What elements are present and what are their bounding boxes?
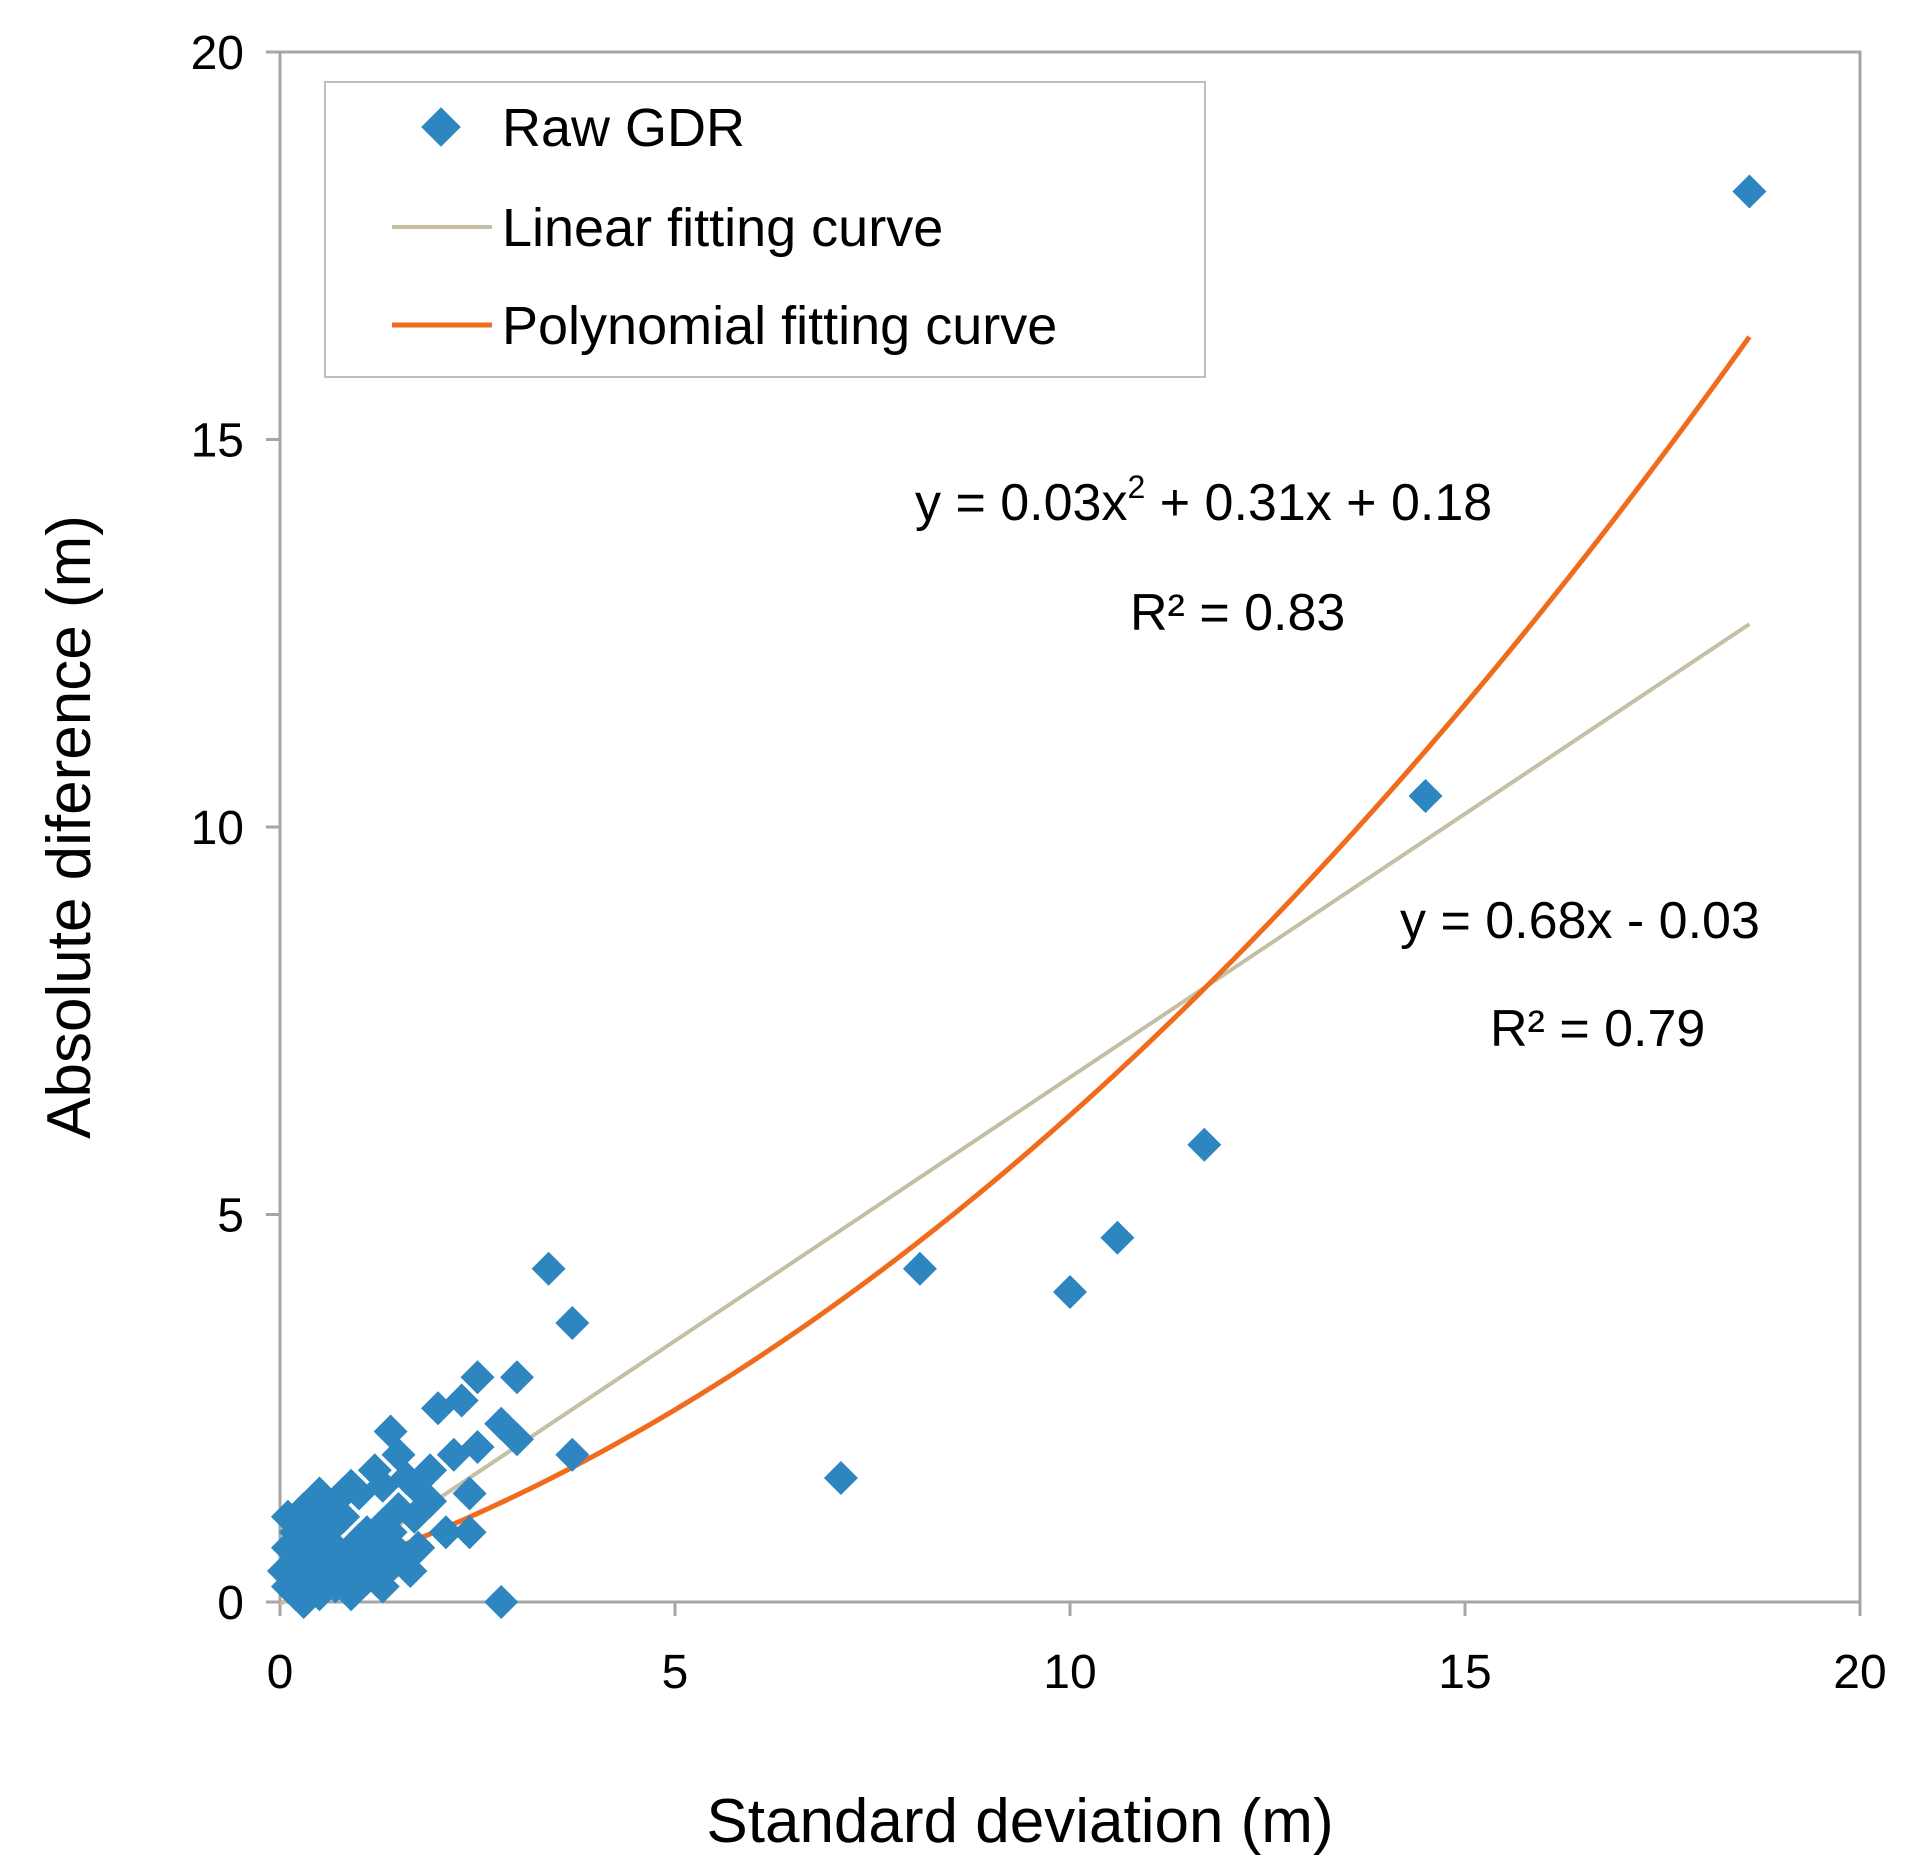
- data-point: [302, 1515, 337, 1550]
- y-tick-label: 20: [191, 27, 244, 80]
- data-point: [1732, 174, 1767, 209]
- legend-label-raw-gdr: Raw GDR: [502, 98, 745, 158]
- data-point: [1187, 1127, 1222, 1162]
- polynomial-equation-suffix: + 0.31x + 0.18: [1145, 474, 1492, 532]
- data-point: [555, 1306, 590, 1340]
- legend-box: [324, 81, 1206, 378]
- data-point: [413, 1484, 448, 1519]
- data-point: [452, 1515, 487, 1550]
- data-point: [531, 1251, 566, 1286]
- data-point: [270, 1569, 305, 1604]
- y-tick-label: 15: [191, 415, 244, 468]
- legend-label-linear: Linear fitting curve: [502, 198, 943, 258]
- y-tick-label: 5: [217, 1190, 244, 1243]
- data-point: [555, 1437, 590, 1472]
- data-point: [500, 1422, 534, 1457]
- data-point: [421, 1391, 455, 1426]
- raw-gdr-points: [266, 174, 1767, 1619]
- data-point: [401, 1530, 436, 1565]
- data-point: [460, 1360, 495, 1395]
- data-point: [1408, 779, 1443, 813]
- y-axis-title: Absolute diference (m): [35, 515, 104, 1139]
- x-tick-label: 15: [1438, 1646, 1491, 1699]
- legend-label-polynomial: Polynomial fitting curve: [502, 296, 1057, 356]
- polynomial-r2: R² = 0.83: [1130, 584, 1345, 642]
- data-point: [357, 1453, 392, 1488]
- x-tick-label: 20: [1833, 1646, 1886, 1699]
- data-point: [326, 1546, 361, 1581]
- x-tick-label: 5: [662, 1646, 689, 1699]
- data-point: [1100, 1220, 1135, 1255]
- data-point: [1053, 1275, 1087, 1309]
- x-tick-label: 10: [1043, 1646, 1096, 1699]
- linear-fit-line: [278, 622, 1751, 1606]
- data-point: [902, 1251, 937, 1286]
- y-tick-label: 0: [217, 1577, 244, 1630]
- data-point: [500, 1360, 534, 1395]
- x-axis-title: Standard deviation (m): [706, 1787, 1333, 1856]
- polynomial-equation-exponent: 2: [1127, 469, 1145, 505]
- polynomial-equation: y = 0.03x2 + 0.31x + 0.18: [915, 469, 1492, 532]
- data-point: [373, 1515, 408, 1550]
- data-point: [823, 1461, 858, 1495]
- x-tick-label: 0: [267, 1646, 294, 1699]
- data-point: [436, 1437, 471, 1472]
- data-point: [428, 1515, 463, 1550]
- data-point: [357, 1538, 392, 1573]
- polynomial-equation-prefix: y = 0.03x: [915, 474, 1127, 532]
- legend: Raw GDR Linear fitting curve Polynomial …: [324, 81, 1206, 378]
- data-point: [484, 1585, 519, 1619]
- polynomial-fit-line: [279, 335, 1752, 1591]
- data-point: [365, 1569, 400, 1604]
- data-point: [452, 1476, 487, 1511]
- y-axis-ticks: 0 5 10 15 20: [191, 27, 280, 1630]
- linear-r2: R² = 0.79: [1490, 1000, 1705, 1058]
- y-tick-label: 10: [191, 802, 244, 855]
- linear-equation: y = 0.68x - 0.03: [1400, 892, 1760, 950]
- x-axis-ticks: 0 5 10 15 20: [267, 1602, 1887, 1699]
